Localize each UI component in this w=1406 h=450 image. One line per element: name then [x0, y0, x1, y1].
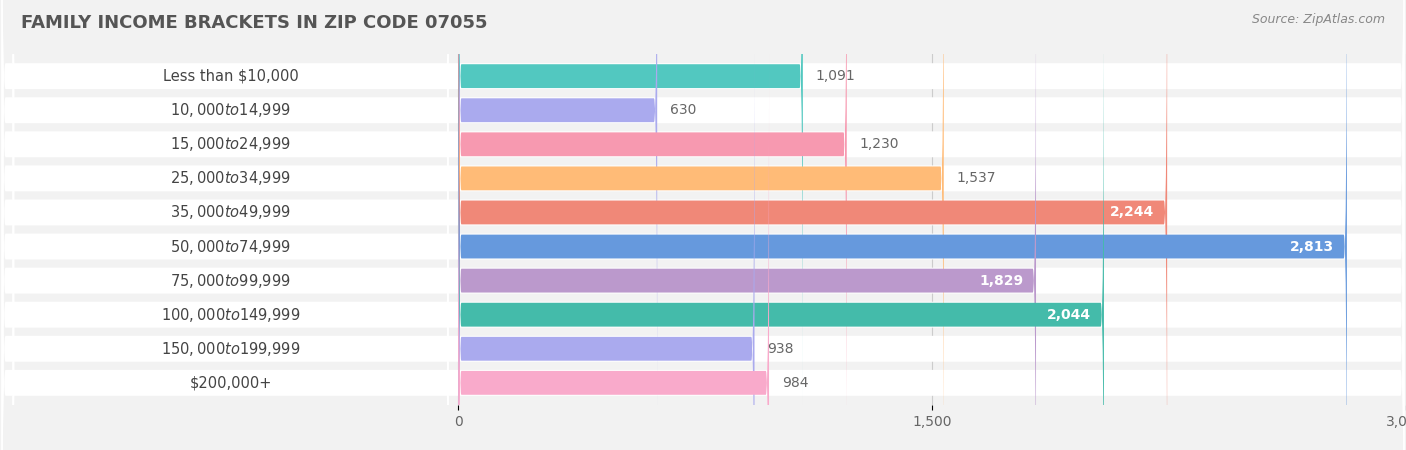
Text: 2,813: 2,813 — [1291, 239, 1334, 253]
Text: $35,000 to $49,999: $35,000 to $49,999 — [170, 203, 291, 221]
Text: 1,230: 1,230 — [859, 137, 898, 151]
Text: $10,000 to $14,999: $10,000 to $14,999 — [170, 101, 291, 119]
FancyBboxPatch shape — [458, 0, 1167, 450]
Text: $150,000 to $199,999: $150,000 to $199,999 — [160, 340, 301, 358]
FancyBboxPatch shape — [13, 0, 449, 439]
FancyBboxPatch shape — [458, 0, 1347, 450]
FancyBboxPatch shape — [458, 0, 943, 450]
Text: $100,000 to $149,999: $100,000 to $149,999 — [160, 306, 301, 324]
FancyBboxPatch shape — [13, 0, 449, 450]
FancyBboxPatch shape — [13, 0, 449, 450]
Text: $200,000+: $200,000+ — [190, 375, 271, 390]
Text: $75,000 to $99,999: $75,000 to $99,999 — [170, 272, 291, 290]
FancyBboxPatch shape — [13, 0, 449, 450]
FancyBboxPatch shape — [13, 0, 449, 450]
FancyBboxPatch shape — [458, 0, 846, 450]
Text: 1,091: 1,091 — [815, 69, 855, 83]
FancyBboxPatch shape — [458, 20, 755, 450]
Text: $50,000 to $74,999: $50,000 to $74,999 — [170, 238, 291, 256]
Text: $15,000 to $24,999: $15,000 to $24,999 — [170, 135, 291, 153]
Text: Less than $10,000: Less than $10,000 — [163, 69, 298, 84]
FancyBboxPatch shape — [13, 0, 449, 405]
Text: 2,044: 2,044 — [1047, 308, 1091, 322]
Text: 938: 938 — [768, 342, 793, 356]
FancyBboxPatch shape — [458, 0, 657, 439]
Text: 984: 984 — [782, 376, 808, 390]
Text: $25,000 to $34,999: $25,000 to $34,999 — [170, 169, 291, 187]
FancyBboxPatch shape — [458, 0, 1104, 450]
FancyBboxPatch shape — [458, 0, 1036, 450]
FancyBboxPatch shape — [13, 0, 449, 450]
FancyBboxPatch shape — [458, 54, 769, 450]
FancyBboxPatch shape — [13, 54, 449, 450]
FancyBboxPatch shape — [458, 0, 803, 405]
Text: Source: ZipAtlas.com: Source: ZipAtlas.com — [1251, 14, 1385, 27]
FancyBboxPatch shape — [13, 0, 449, 450]
Text: 1,537: 1,537 — [956, 171, 995, 185]
Text: 630: 630 — [669, 103, 696, 117]
Text: 1,829: 1,829 — [979, 274, 1024, 288]
FancyBboxPatch shape — [13, 20, 449, 450]
Text: FAMILY INCOME BRACKETS IN ZIP CODE 07055: FAMILY INCOME BRACKETS IN ZIP CODE 07055 — [21, 14, 488, 32]
Text: 2,244: 2,244 — [1111, 206, 1154, 220]
